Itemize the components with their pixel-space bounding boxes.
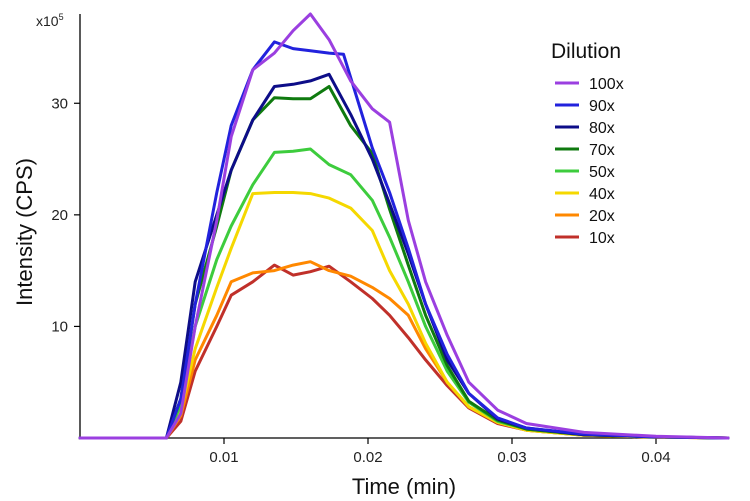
legend-label: 20x bbox=[589, 208, 615, 225]
series-lines bbox=[78, 12, 730, 440]
legend-item-50x: 50x bbox=[555, 164, 615, 181]
y-multiplier-label: x105 bbox=[36, 12, 64, 29]
series-line-70x bbox=[78, 85, 730, 440]
legend-label: 90x bbox=[589, 98, 615, 115]
legend-label: 80x bbox=[589, 120, 615, 137]
series-line-100x bbox=[78, 12, 730, 440]
y-tick-label: 10 bbox=[51, 318, 68, 335]
legend-item-70x: 70x bbox=[555, 142, 615, 159]
x-tick-label: 0.04 bbox=[641, 449, 670, 466]
legend-item-100x: 100x bbox=[555, 76, 624, 93]
x-ticks: 0.01 0.02 0.03 0.04 bbox=[209, 438, 671, 466]
axes bbox=[79, 14, 728, 439]
legend-title: Dilution bbox=[551, 40, 621, 63]
legend-label: 10x bbox=[589, 230, 615, 247]
y-tick-label: 30 bbox=[51, 95, 68, 112]
legend-label: 50x bbox=[589, 164, 615, 181]
x-tick-label: 0.03 bbox=[497, 449, 526, 466]
legend-items: 100x 90x 80x 70x 50x 40x 20x 10x bbox=[555, 76, 624, 247]
y-tick-label: 20 bbox=[51, 207, 68, 224]
x-tick-label: 0.02 bbox=[353, 449, 382, 466]
legend-item-20x: 20x bbox=[555, 208, 615, 225]
legend-item-10x: 10x bbox=[555, 230, 615, 247]
legend-item-80x: 80x bbox=[555, 120, 615, 137]
y-axis-title: Intensity (CPS) bbox=[12, 158, 37, 306]
legend: Dilution 100x 90x 80x 70x 50x 40x 20x 10x bbox=[551, 40, 624, 247]
legend-label: 70x bbox=[589, 142, 615, 159]
series-line-90x bbox=[78, 40, 730, 440]
x-tick-label: 0.01 bbox=[209, 449, 238, 466]
x-axis-title: Time (min) bbox=[352, 474, 456, 499]
y-multiplier-base: x10 bbox=[36, 13, 59, 29]
legend-label: 100x bbox=[589, 76, 624, 93]
legend-label: 40x bbox=[589, 186, 615, 203]
legend-item-40x: 40x bbox=[555, 186, 615, 203]
legend-item-90x: 90x bbox=[555, 98, 615, 115]
y-ticks: 10 20 30 bbox=[51, 95, 80, 335]
y-multiplier-exp: 5 bbox=[59, 12, 64, 22]
